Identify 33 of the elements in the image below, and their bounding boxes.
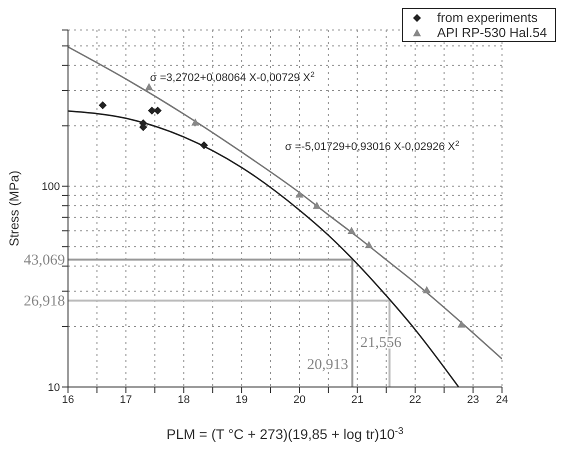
x-tick-label: 19: [235, 394, 248, 406]
line-series: [68, 110, 460, 387]
point: [312, 202, 321, 209]
x-axis-title: PLM = (T °C + 273)(19,85 + log tr)10$^{-3}$: [166, 426, 404, 442]
ref-line-label: 26,918: [24, 294, 65, 310]
y-tick-label: 100: [42, 181, 60, 194]
x-tick-label: 23: [466, 394, 480, 406]
point: [148, 106, 156, 115]
legend-label: from experiments: [437, 10, 538, 25]
point: [348, 226, 356, 234]
x-tick-label: 18: [178, 394, 190, 406]
ref-line-label: 43,069: [24, 252, 65, 269]
point: [295, 190, 304, 198]
point: [145, 83, 154, 90]
x-tick-label: 17: [120, 394, 132, 406]
x-tick-label: 20: [293, 394, 306, 406]
y-tick-label: 10: [48, 382, 60, 394]
point: [422, 286, 431, 294]
x-tick-label: 24: [496, 394, 508, 406]
point: [200, 141, 208, 150]
annotation: σ =-5,01729+0,93016 X-0,02926 X$^{2}$: [285, 138, 460, 153]
point: [191, 118, 200, 126]
point: [364, 240, 373, 248]
point: [154, 106, 162, 115]
x-tick-label: 21: [351, 394, 364, 406]
y-axis-title: Stress (MPa): [6, 170, 22, 246]
point: [457, 320, 466, 328]
point: [98, 101, 107, 110]
annotation: σ =3,2702+0,08064 X-0,00729 X$^{2}$: [150, 70, 315, 84]
x-tick-label: 22: [409, 394, 422, 406]
ref-line-label: 20,913: [307, 357, 348, 373]
x-tick-label: 16: [62, 394, 74, 406]
legend-label: API RP-530 Hal.54: [437, 25, 547, 40]
